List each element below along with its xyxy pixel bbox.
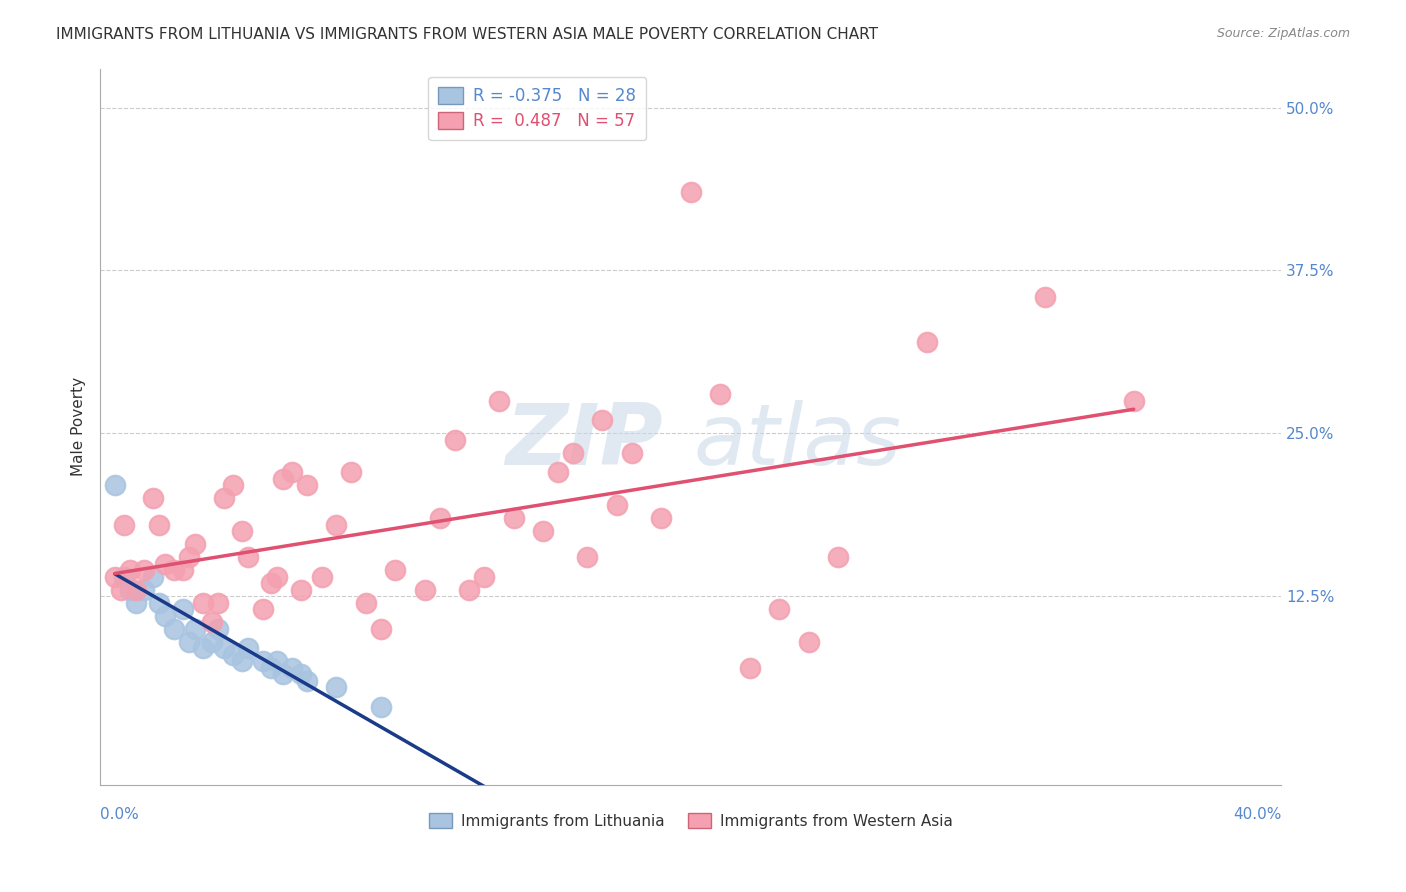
Point: [112, 569, 135, 583]
Point: [207, 596, 229, 610]
Point: [134, 582, 156, 597]
Point: [142, 491, 165, 506]
Point: [177, 550, 200, 565]
Point: [201, 634, 224, 648]
Point: [252, 654, 274, 668]
Point: [112, 517, 135, 532]
Text: 0.0%: 0.0%: [100, 806, 139, 822]
Point: [222, 478, 245, 492]
Point: [1122, 393, 1144, 408]
Point: [576, 550, 599, 565]
Text: Source: ZipAtlas.com: Source: ZipAtlas.com: [1216, 27, 1350, 40]
Point: [561, 446, 583, 460]
Point: [488, 393, 510, 408]
Point: [266, 654, 288, 668]
Point: [118, 563, 141, 577]
Point: [679, 186, 702, 200]
Text: IMMIGRANTS FROM LITHUANIA VS IMMIGRANTS FROM WESTERN ASIA MALE POVERTY CORRELATI: IMMIGRANTS FROM LITHUANIA VS IMMIGRANTS …: [56, 27, 879, 42]
Point: [709, 387, 731, 401]
Point: [231, 654, 253, 668]
Point: [768, 602, 790, 616]
Point: [429, 511, 451, 525]
Point: [148, 596, 170, 610]
Point: [502, 511, 524, 525]
Point: [413, 582, 436, 597]
Point: [134, 563, 156, 577]
Point: [118, 582, 141, 597]
Point: [827, 550, 849, 565]
Point: [163, 563, 186, 577]
Point: [236, 550, 259, 565]
Point: [370, 700, 392, 714]
Point: [163, 622, 186, 636]
Point: [172, 602, 194, 616]
Point: [738, 661, 761, 675]
Point: [260, 576, 283, 591]
Point: [797, 634, 820, 648]
Point: [290, 667, 312, 681]
Point: [222, 648, 245, 662]
Point: [104, 478, 127, 492]
Point: [384, 563, 406, 577]
Point: [193, 596, 215, 610]
Point: [311, 569, 333, 583]
Point: [153, 557, 176, 571]
Point: [124, 596, 146, 610]
Point: [271, 472, 294, 486]
Point: [172, 563, 194, 577]
Point: [591, 413, 613, 427]
Point: [183, 537, 205, 551]
Point: [354, 596, 377, 610]
Point: [207, 622, 229, 636]
Point: [271, 667, 294, 681]
Text: ZIP: ZIP: [506, 400, 664, 483]
Point: [370, 622, 392, 636]
Point: [325, 681, 347, 695]
Point: [281, 661, 304, 675]
Point: [193, 641, 215, 656]
Point: [124, 582, 146, 597]
Point: [110, 582, 132, 597]
Point: [266, 569, 288, 583]
Legend: Immigrants from Lithuania, Immigrants from Western Asia: Immigrants from Lithuania, Immigrants fr…: [423, 806, 959, 835]
Point: [340, 466, 363, 480]
Text: 40.0%: 40.0%: [1233, 806, 1281, 822]
Point: [547, 466, 569, 480]
Point: [472, 569, 495, 583]
Point: [1033, 289, 1056, 303]
Point: [295, 478, 318, 492]
Point: [252, 602, 274, 616]
Point: [915, 335, 938, 350]
Point: [458, 582, 481, 597]
Y-axis label: Male Poverty: Male Poverty: [72, 377, 86, 476]
Point: [148, 517, 170, 532]
Point: [142, 569, 165, 583]
Point: [650, 511, 672, 525]
Point: [104, 569, 127, 583]
Point: [177, 634, 200, 648]
Point: [231, 524, 253, 538]
Point: [606, 498, 628, 512]
Point: [201, 615, 224, 630]
Point: [281, 466, 304, 480]
Point: [212, 641, 235, 656]
Text: atlas: atlas: [693, 400, 901, 483]
Point: [295, 673, 318, 688]
Point: [325, 517, 347, 532]
Point: [260, 661, 283, 675]
Point: [236, 641, 259, 656]
Point: [531, 524, 554, 538]
Point: [443, 433, 465, 447]
Point: [290, 582, 312, 597]
Point: [153, 608, 176, 623]
Point: [183, 622, 205, 636]
Point: [212, 491, 235, 506]
Point: [620, 446, 643, 460]
